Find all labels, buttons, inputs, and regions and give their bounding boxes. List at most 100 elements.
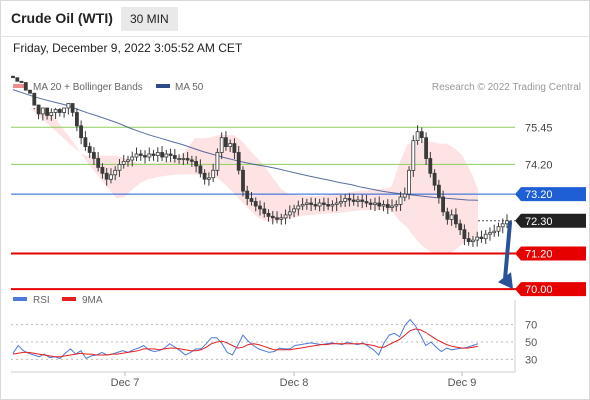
- candle: [436, 179, 441, 204]
- candle: [134, 147, 139, 162]
- candle: [458, 219, 463, 236]
- candle: [215, 148, 220, 176]
- candle: [211, 163, 216, 182]
- candle: [279, 213, 284, 225]
- candle: [287, 205, 292, 220]
- candle: [32, 92, 37, 110]
- candle: [398, 191, 403, 211]
- candle: [496, 222, 501, 237]
- source-credit: Research © 2022 Trading Central: [432, 82, 581, 93]
- candle: [19, 80, 24, 83]
- candle: [377, 196, 382, 211]
- candle: [155, 147, 160, 163]
- candle: [49, 108, 54, 121]
- candle: [223, 131, 228, 151]
- candle: [28, 89, 32, 94]
- forecast-arrow-head: [498, 272, 513, 290]
- candle: [236, 145, 241, 175]
- pivot-level-label: 73.20: [525, 189, 553, 201]
- candle: [483, 229, 488, 244]
- support-price-tag: [515, 246, 586, 261]
- support-price-tag: [515, 282, 586, 297]
- candle: [270, 210, 275, 225]
- rsi-series-9ma: [12, 328, 479, 358]
- candle: [424, 132, 429, 165]
- candle: [249, 192, 254, 206]
- candle: [177, 154, 182, 164]
- candle: [266, 209, 271, 222]
- candle: [75, 108, 79, 132]
- candle: [160, 145, 165, 162]
- candle: [428, 151, 433, 178]
- candle: [500, 218, 505, 234]
- candle: [334, 197, 339, 211]
- candle: [219, 132, 224, 160]
- candle: [189, 155, 194, 167]
- current-price-tag: [515, 213, 586, 228]
- candle: [23, 82, 28, 91]
- candle: [462, 224, 467, 246]
- candle: [15, 77, 20, 82]
- candle: [368, 198, 373, 210]
- bollinger-bands: [30, 108, 478, 255]
- candle: [492, 224, 497, 237]
- candle: [453, 208, 458, 228]
- candle: [194, 156, 199, 173]
- x-axis: Dec 7 Dec 8 Dec 9: [111, 372, 477, 389]
- forecast-arrow: [498, 220, 513, 290]
- candle: [402, 187, 407, 202]
- x-tick-label: Dec 8: [280, 377, 309, 389]
- bb-legend-label: MA 20 + Bollinger Bands: [33, 82, 143, 93]
- timestamp: Friday, December 9, 2022 3:05:52 AM CET: [13, 41, 243, 55]
- candle: [262, 202, 267, 218]
- candle: [292, 204, 297, 218]
- candle: [479, 230, 484, 243]
- candle: [113, 166, 118, 181]
- candle: [253, 197, 258, 212]
- candle: [202, 169, 207, 185]
- resistance-level-label: 75.45: [525, 122, 553, 134]
- resistance-level-label: 74.20: [525, 159, 553, 171]
- ma9-legend-label: 9MA: [82, 295, 103, 306]
- candle: [181, 153, 186, 165]
- candle: [347, 193, 352, 207]
- ma9-legend-swatch: [62, 297, 76, 301]
- candle: [245, 185, 250, 206]
- candle: [92, 147, 96, 165]
- rsi-legend-swatch: [13, 297, 27, 301]
- candle: [40, 107, 45, 121]
- x-tick-label: Dec 9: [448, 377, 477, 389]
- candle: [258, 200, 262, 216]
- candle: [138, 149, 143, 161]
- candle: [317, 198, 322, 212]
- candle: [394, 200, 399, 212]
- candle: [330, 200, 335, 212]
- candle: [360, 194, 365, 209]
- support-level-label: 70.00: [525, 284, 553, 296]
- candlesticks: [11, 75, 509, 247]
- candle: [117, 159, 122, 177]
- candle: [57, 108, 62, 117]
- rsi-series-rsi: [12, 318, 479, 360]
- rsi-legend-label: RSI: [33, 295, 50, 306]
- candle: [304, 198, 309, 210]
- candle: [466, 232, 471, 246]
- chart-header: Crude Oil (WTI) 30 MIN: [0, 0, 590, 36]
- candle: [104, 167, 109, 186]
- candle: [121, 154, 126, 169]
- ma50-legend-label: MA 50: [175, 82, 204, 93]
- candle: [228, 139, 233, 152]
- candle: [415, 125, 420, 145]
- timeframe-badge[interactable]: 30 MIN: [121, 7, 178, 31]
- candle: [45, 107, 49, 120]
- current-level-label: 72.30: [525, 216, 553, 228]
- candle: [241, 166, 245, 197]
- candle: [168, 148, 173, 163]
- candle: [321, 197, 326, 211]
- candle: [11, 75, 15, 79]
- candle: [432, 169, 437, 191]
- candle: [275, 211, 279, 224]
- candle: [232, 138, 237, 160]
- candle: [283, 209, 288, 225]
- candle: [96, 151, 101, 172]
